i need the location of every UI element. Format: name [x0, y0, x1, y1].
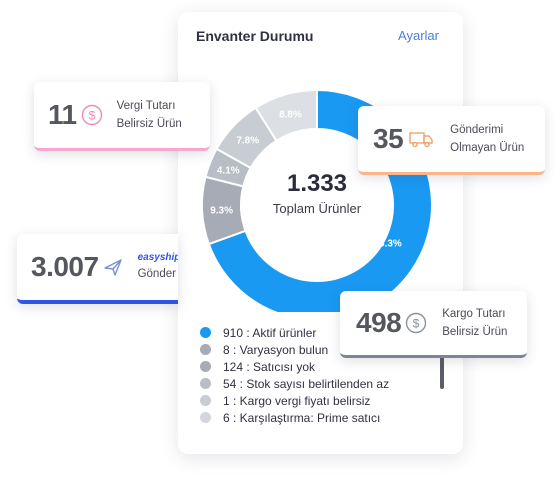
- easyship-label: Gönder: [137, 268, 176, 280]
- tax-undefined-label-line1: Vergi Tutarı: [116, 100, 176, 112]
- total-products-value: 1.333: [286, 170, 348, 197]
- airplane-icon: [102, 256, 124, 278]
- legend-label: 1 : Kargo vergi fiyatı belirsiz: [223, 393, 371, 408]
- legend-item[interactable]: 1 : Kargo vergi fiyatı belirsiz: [200, 392, 450, 409]
- easyship-count: 3.007: [31, 251, 99, 282]
- slice-label: 7.8%: [236, 135, 259, 146]
- total-products-label: Toplam Ürünler: [272, 201, 362, 216]
- unsent-products-count: 35: [373, 123, 404, 154]
- unsent-products-label-line1: Gönderimi: [450, 124, 504, 136]
- dollar-icon: $: [405, 312, 427, 334]
- settings-link[interactable]: Ayarlar: [398, 28, 439, 43]
- legend-dot: [200, 412, 211, 423]
- unsent-products-label-line2: Olmayan Ürün: [450, 142, 525, 154]
- legend-dot: [200, 327, 211, 338]
- legend-label: 6 : Karşılaştırma: Prime satıcı: [223, 410, 381, 425]
- legend-item[interactable]: 8 : Varyasyon bulun: [200, 341, 450, 358]
- shipping-undefined-count: 498: [356, 307, 402, 338]
- dollar-icon: $: [81, 104, 103, 126]
- panel-title: Envanter Durumu: [196, 28, 314, 44]
- legend-dot: [200, 361, 211, 372]
- tax-undefined-label-line2: Belirsiz Ürün: [116, 118, 182, 130]
- legend-item[interactable]: 124 : Satıcısı yok: [200, 358, 450, 375]
- shipping-undefined-label-line2: Belirsiz Ürün: [442, 326, 508, 338]
- unsent-products-card[interactable]: 35 Gönderimi Olmayan Ürün: [358, 106, 545, 175]
- easyship-card[interactable]: 3.007 easyship Gönder: [17, 234, 178, 304]
- slice-label: 9.3%: [210, 206, 233, 217]
- legend-dot: [200, 378, 211, 389]
- legend-scrollbar[interactable]: [440, 357, 444, 389]
- slice-label: 8.8%: [279, 109, 302, 120]
- legend-dot: [200, 395, 211, 406]
- shipping-undefined-card[interactable]: 498 $ Kargo Tutarı Belirsiz Ürün: [340, 291, 527, 358]
- slice-label: 68.3%: [373, 239, 401, 250]
- easyship-logo: easyship: [137, 252, 178, 263]
- svg-text:$: $: [413, 317, 420, 331]
- legend-item[interactable]: 54 : Stok sayısı belirtilenden az: [200, 375, 450, 392]
- legend-dot: [200, 344, 211, 355]
- legend-label: 124 : Satıcısı yok: [223, 359, 316, 374]
- legend-label: 8 : Varyasyon bulun: [223, 342, 329, 357]
- legend-label: 54 : Stok sayısı belirtilenden az: [223, 376, 390, 391]
- shipping-undefined-label-line1: Kargo Tutarı: [442, 308, 506, 320]
- slice-label: 4.1%: [217, 166, 240, 177]
- legend-label: 910 : Aktif ürünler: [223, 325, 317, 340]
- legend-item[interactable]: 6 : Karşılaştırma: Prime satıcı: [200, 409, 450, 426]
- tax-undefined-count: 11: [48, 99, 77, 130]
- truck-icon: [408, 129, 434, 149]
- chart-legend: 910 : Aktif ürünler 8 : Varyasyon bulun …: [200, 324, 450, 426]
- tax-undefined-card[interactable]: 11 $ Vergi Tutarı Belirsiz Ürün: [34, 82, 210, 151]
- svg-text:$: $: [88, 109, 95, 123]
- inventory-status-panel: Envanter Durumu Ayarlar 68.3% 9.3% 4.1% 7.8…: [178, 12, 463, 454]
- donut-slice[interactable]: [254, 88, 318, 143]
- legend-item[interactable]: 910 : Aktif ürünler: [200, 324, 450, 341]
